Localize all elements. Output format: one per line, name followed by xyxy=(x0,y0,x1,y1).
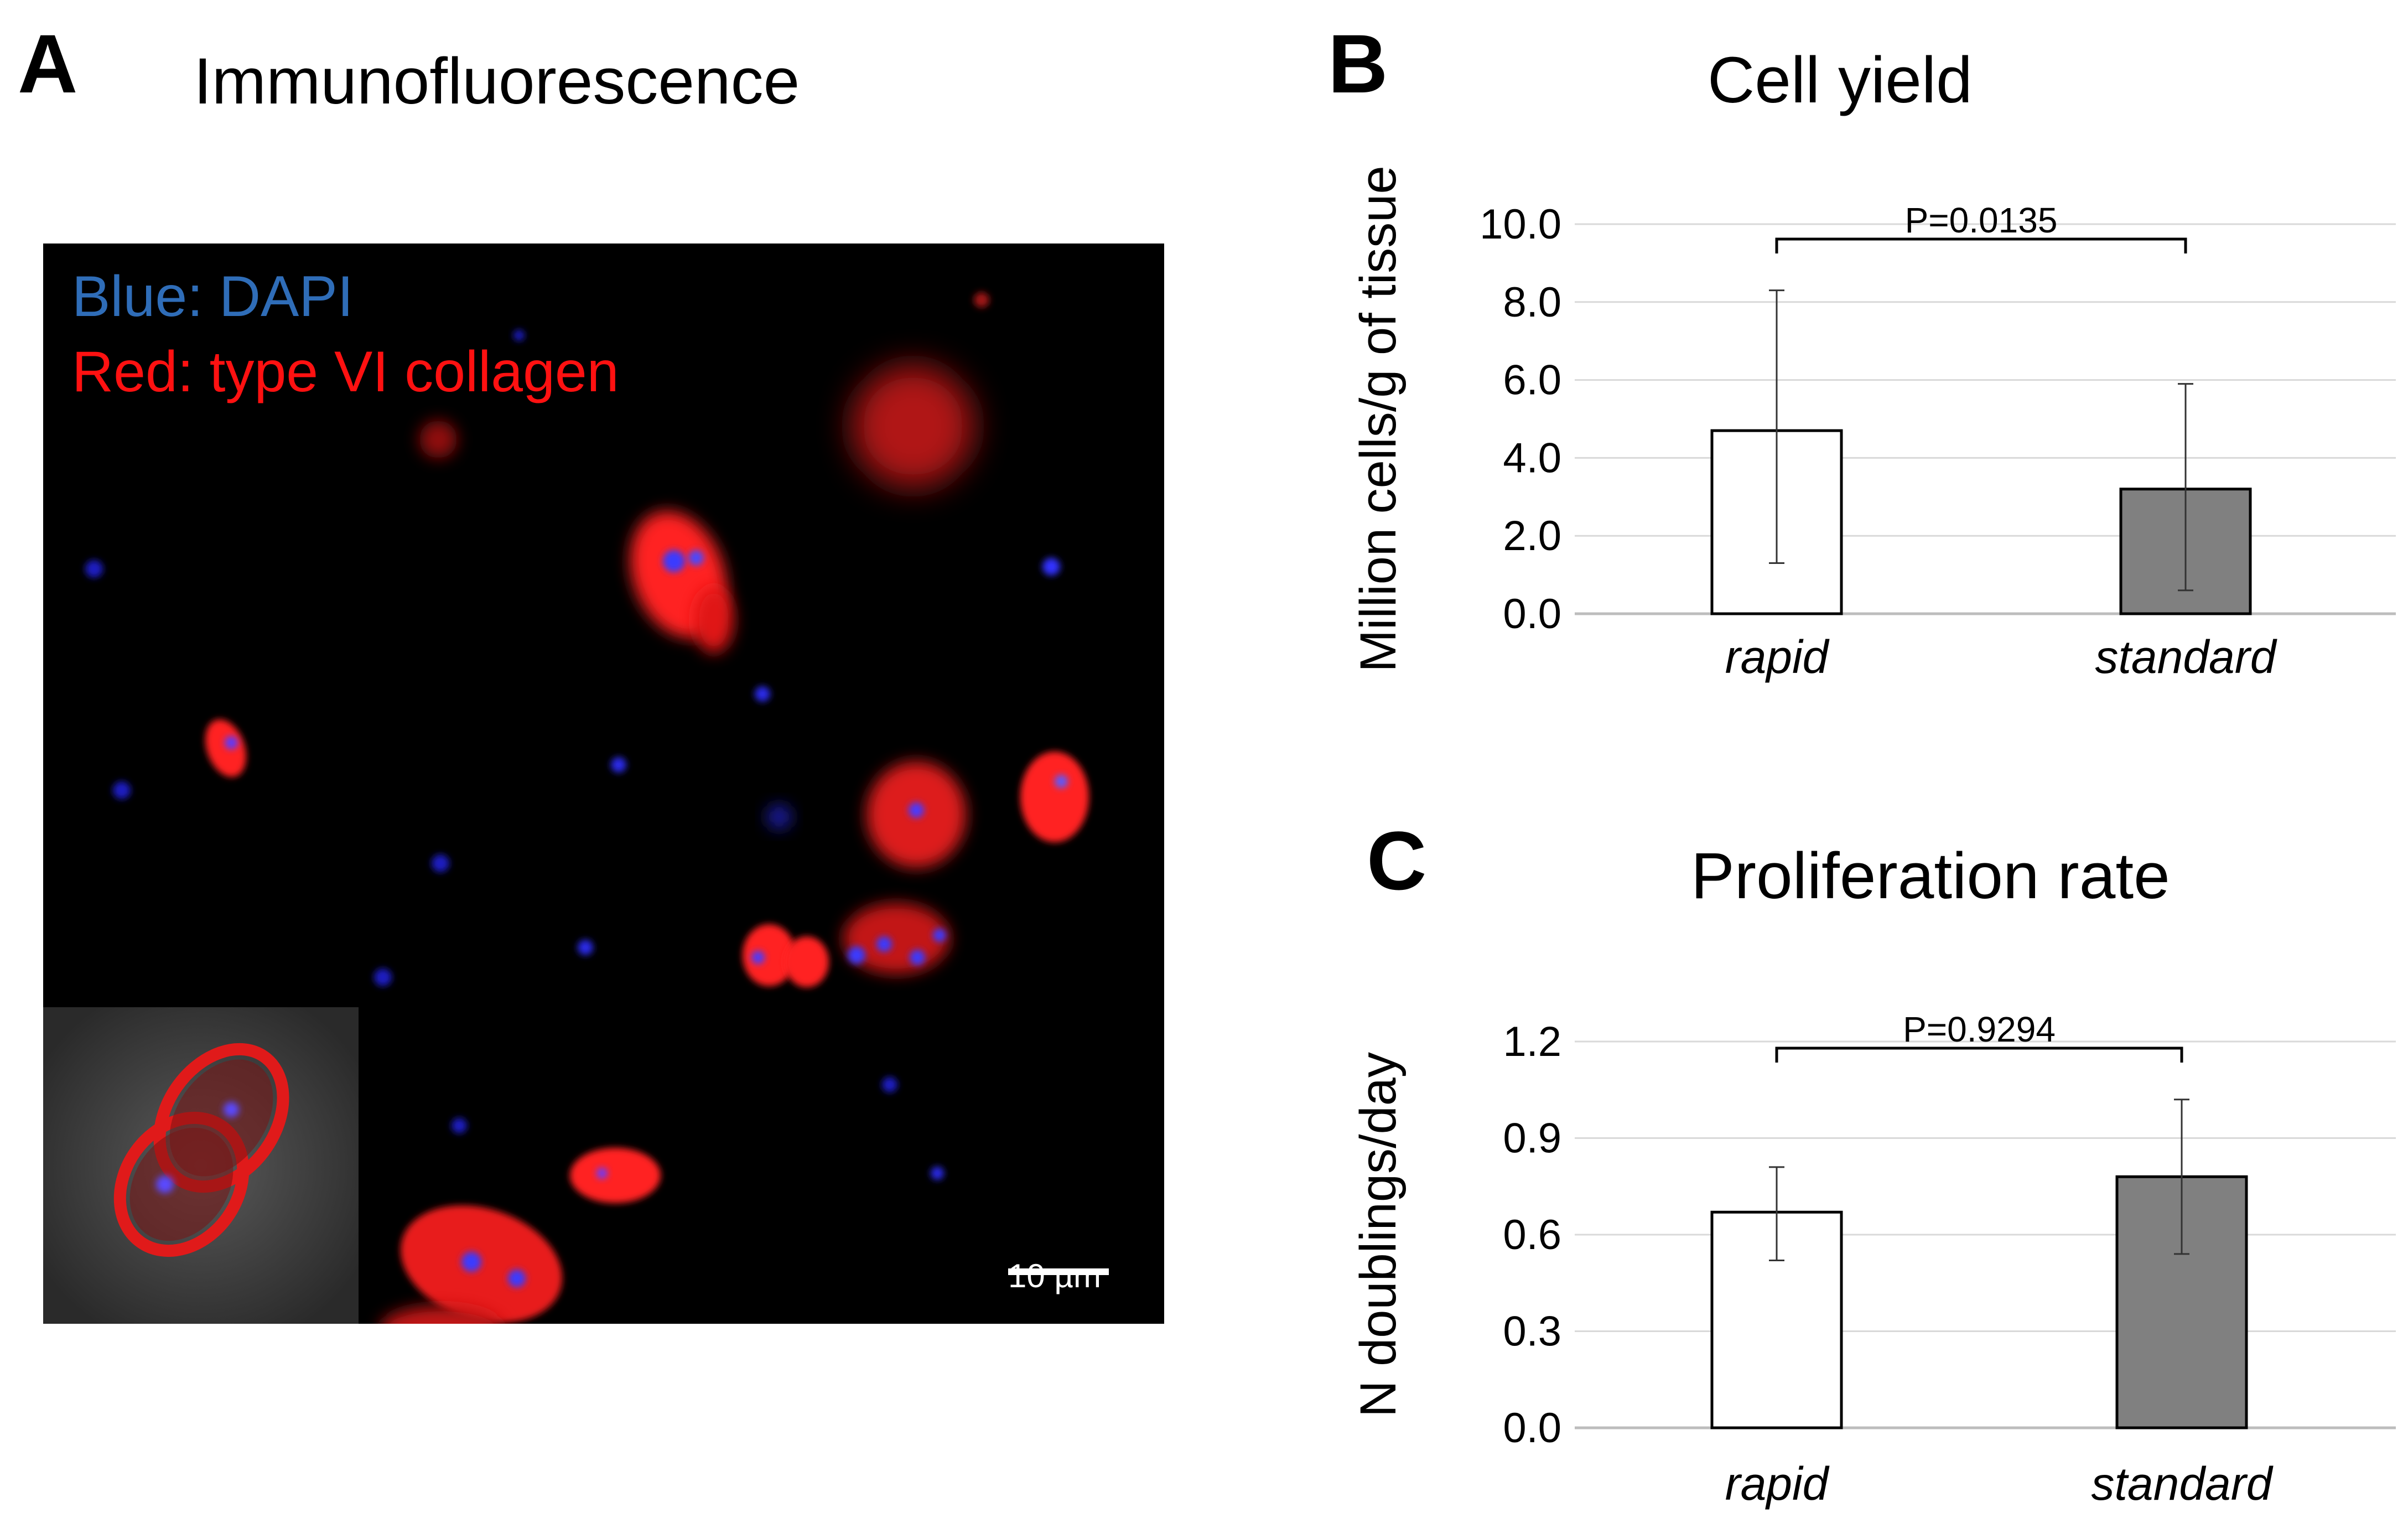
nucleus xyxy=(751,951,765,964)
y-tick-label: 0.3 xyxy=(1503,1308,1561,1355)
nucleus xyxy=(452,1118,467,1133)
collagen-cell xyxy=(401,1205,562,1323)
nucleus xyxy=(461,1252,481,1272)
nucleus xyxy=(374,968,392,986)
nucleus xyxy=(85,560,103,578)
y-tick-label: 2.0 xyxy=(1503,512,1561,560)
y-tick-label: 10.0 xyxy=(1480,201,1561,248)
x-tick-label: standard xyxy=(2095,631,2277,683)
nucleus xyxy=(688,550,704,566)
collagen-cell xyxy=(785,936,829,987)
nucleus xyxy=(767,805,791,829)
nucleus xyxy=(508,1270,526,1287)
significance-bracket xyxy=(1775,237,2187,253)
panel-a-title: Immunofluorescence xyxy=(194,45,800,118)
p-value-annotation: P=0.9294 xyxy=(1903,1009,2056,1049)
y-tick-label: 0.0 xyxy=(1503,1405,1561,1452)
nucleus xyxy=(1042,558,1060,576)
collagen-cell xyxy=(205,719,246,778)
collagen-cell xyxy=(852,365,974,487)
panel-b-letter: B xyxy=(1328,17,1388,110)
x-tick-label: rapid xyxy=(1725,1458,1830,1510)
panel-c-title: Proliferation rate xyxy=(1691,840,2170,913)
y-tick-label: 6.0 xyxy=(1503,357,1561,404)
y-tick-label: 4.0 xyxy=(1503,434,1561,481)
panel-a-letter: A xyxy=(18,17,78,110)
significance-bracket xyxy=(1775,1047,2183,1063)
scale-bar-label: 10 µm xyxy=(1008,1257,1101,1294)
scale-bar xyxy=(1008,1268,1109,1275)
legend-collagen: Red: type VI collagen xyxy=(72,340,619,404)
nucleus xyxy=(113,781,131,799)
panel-b-title: Cell yield xyxy=(1708,44,1973,117)
collagen-cells xyxy=(205,292,1089,1324)
nucleus xyxy=(596,1168,608,1179)
y-tick-label: 0.9 xyxy=(1503,1115,1561,1162)
nucleus xyxy=(755,686,770,702)
nucleus xyxy=(611,757,626,773)
p-value-annotation: P=0.0135 xyxy=(1905,200,2058,240)
y-axis-label: N doublings/day xyxy=(1350,1052,1407,1417)
nucleus xyxy=(848,946,865,964)
collagen-cell xyxy=(743,924,796,986)
nucleus xyxy=(513,330,525,341)
nucleus xyxy=(1055,775,1068,788)
y-tick-label: 0.6 xyxy=(1503,1211,1561,1258)
collagen-cell xyxy=(570,1148,661,1203)
nucleus xyxy=(909,802,924,818)
y-tick-label: 0.0 xyxy=(1503,590,1561,638)
x-tick-label: standard xyxy=(2092,1458,2274,1510)
fluorescence-micrograph: Blue: DAPI Red: type VI collagen 10 µm xyxy=(43,244,1164,1324)
nucleus xyxy=(882,1077,897,1092)
y-tick-label: 1.2 xyxy=(1503,1018,1561,1065)
y-axis-label: Million cells/g of tissue xyxy=(1350,165,1407,672)
x-tick-label: rapid xyxy=(1725,631,1830,683)
nucleus xyxy=(931,1167,944,1180)
nucleus xyxy=(225,736,238,749)
collagen-cell xyxy=(419,421,457,458)
legend-dapi: Blue: DAPI xyxy=(72,265,354,329)
nucleus xyxy=(578,940,593,955)
nucleus xyxy=(663,550,685,572)
collagen-cell xyxy=(694,587,734,653)
collagen-cell xyxy=(382,1306,501,1324)
nucleus xyxy=(933,929,946,942)
nucleus xyxy=(910,950,925,965)
micrograph-image xyxy=(43,292,1109,1324)
nucleus xyxy=(876,936,892,952)
y-tick-label: 8.0 xyxy=(1503,279,1561,326)
collagen-cell xyxy=(1020,752,1089,842)
inset-image xyxy=(43,1007,359,1324)
panel-c-letter: C xyxy=(1367,814,1427,907)
nucleus xyxy=(432,854,449,872)
collagen-cell xyxy=(974,292,989,308)
